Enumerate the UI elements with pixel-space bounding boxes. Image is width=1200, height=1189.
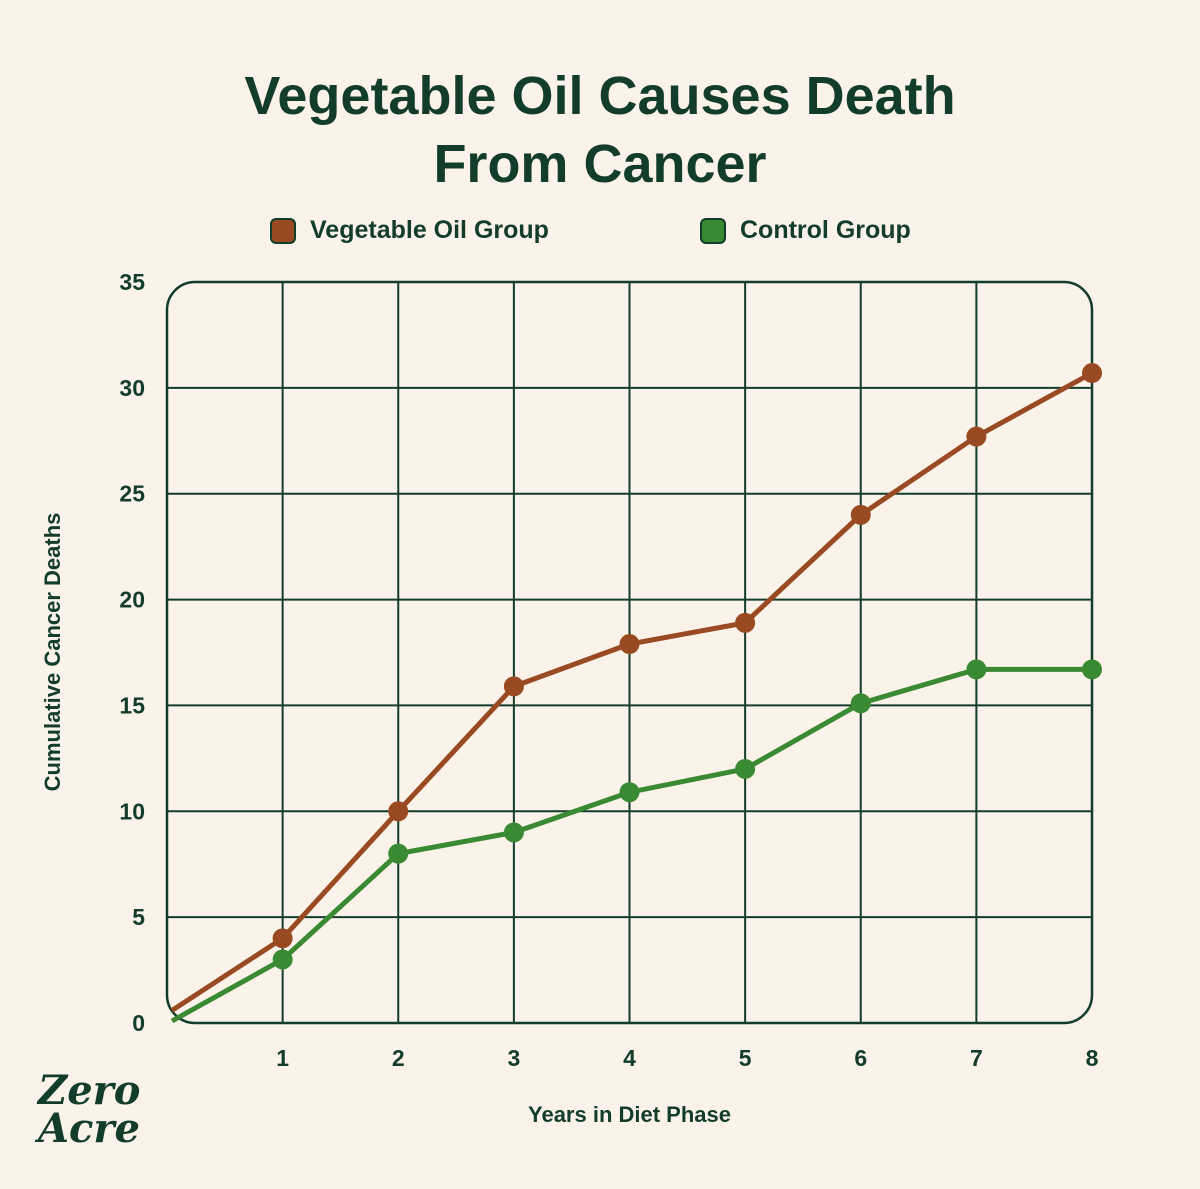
y-tick-label: 35: [119, 269, 145, 295]
y-tick-label: 10: [119, 798, 145, 824]
data-point-0-4: [619, 634, 640, 655]
y-tick-label: 5: [132, 904, 145, 930]
data-point-1-8: [1082, 659, 1102, 680]
y-tick-label: 0: [132, 1010, 145, 1036]
y-tick-label: 15: [119, 692, 145, 718]
data-point-0-5: [735, 612, 756, 633]
x-tick-label: 5: [739, 1045, 752, 1071]
legend-item-vegetable-oil: Vegetable Oil Group: [270, 216, 549, 245]
x-axis-label: Years in Diet Phase: [528, 1102, 731, 1127]
legend-label: Control Group: [740, 216, 911, 244]
data-point-1-2: [388, 843, 409, 864]
x-tick-label: 4: [623, 1045, 636, 1071]
x-tick-label: 6: [854, 1045, 867, 1071]
legend-swatch-control: [700, 217, 726, 244]
title-line-2: From Cancer: [433, 134, 767, 194]
x-tick-label: 1: [276, 1045, 289, 1071]
data-point-0-8: [1082, 363, 1102, 384]
data-point-1-6: [850, 693, 871, 714]
data-point-0-1: [272, 928, 293, 949]
y-tick-label: 25: [119, 481, 145, 507]
data-point-0-3: [503, 676, 524, 697]
chart-title: Vegetable Oil Causes Death From Cancer: [0, 62, 1200, 198]
data-point-1-5: [735, 758, 756, 779]
data-point-1-3: [503, 822, 524, 843]
legend-label: Vegetable Oil Group: [310, 216, 549, 244]
legend-swatch-vegetable-oil: [270, 217, 296, 244]
y-tick-label: 20: [119, 587, 145, 613]
data-point-1-7: [966, 659, 987, 680]
x-tick-label: 2: [392, 1045, 405, 1071]
y-tick-label: 30: [119, 375, 145, 401]
data-point-0-6: [850, 504, 871, 525]
x-tick-label: 7: [970, 1045, 983, 1071]
series-line-1: [170, 666, 1092, 1024]
data-point-1-1: [272, 949, 293, 970]
data-point-0-7: [966, 426, 987, 447]
x-tick-label: 3: [507, 1045, 520, 1071]
y-axis-label: Cumulative Cancer Deaths: [40, 513, 65, 792]
legend-item-control: Control Group: [700, 216, 911, 245]
logo-line-1: Zero: [38, 1067, 141, 1114]
plot-frame: [165, 280, 1094, 1025]
logo-line-2: Acre: [38, 1105, 140, 1152]
data-point-1-4: [619, 782, 640, 803]
data-point-0-2: [388, 801, 409, 822]
title-line-1: Vegetable Oil Causes Death: [244, 66, 956, 126]
x-tick-label: 8: [1086, 1045, 1099, 1071]
zero-acre-logo: Zero Acre: [38, 1067, 141, 1152]
series-line-0: [170, 370, 1094, 1013]
